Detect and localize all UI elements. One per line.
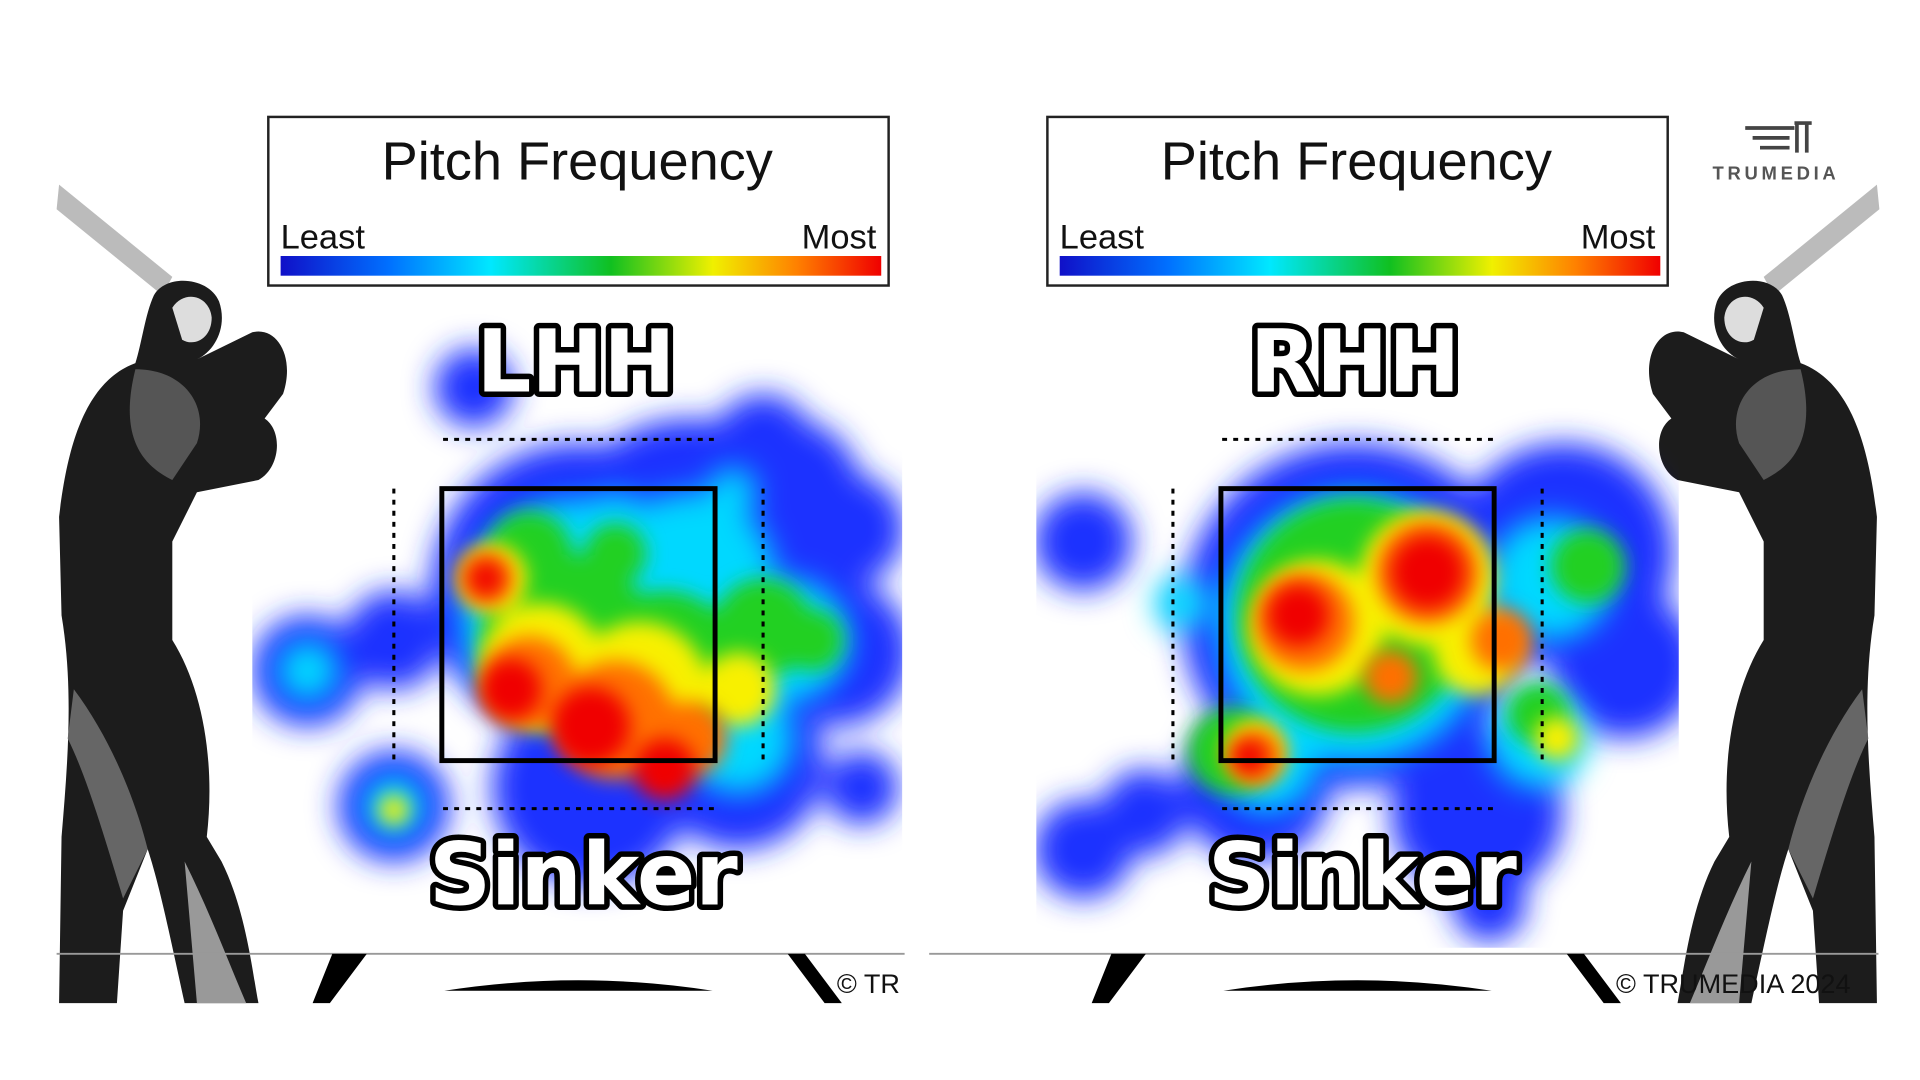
heat-blob <box>701 652 776 727</box>
heat-blob <box>1232 739 1267 775</box>
strike-zone <box>1218 486 1497 764</box>
heat-blob <box>1036 492 1133 591</box>
heat-blob <box>551 686 631 766</box>
heat-blob <box>824 750 899 825</box>
heatmap-right <box>1036 443 1679 942</box>
heat-blob <box>633 738 696 800</box>
batter-hand: RHH <box>1250 312 1461 412</box>
heatmap-left <box>252 348 903 887</box>
heat-blob <box>793 473 903 585</box>
heat-blob <box>434 348 514 428</box>
heat-blob <box>480 658 542 720</box>
heat-blob <box>276 640 339 702</box>
legend-least: Least <box>1060 219 1145 257</box>
heat-blob <box>1390 535 1465 610</box>
copyright: © TRUMEDIA 2024 <box>1616 968 1851 999</box>
heat-blob <box>713 393 813 493</box>
home-plate <box>1223 980 1492 991</box>
logo-mark <box>1745 121 1812 153</box>
heat-blob <box>584 523 647 585</box>
legend-title: Pitch Frequency <box>1161 132 1552 192</box>
heat-blob <box>1363 649 1418 704</box>
strike-zone <box>439 486 718 764</box>
color-bar <box>1059 256 1661 276</box>
heat-blob <box>379 795 409 825</box>
heat-blob <box>781 609 844 671</box>
heat-blob <box>1267 584 1330 647</box>
heat-blob <box>344 590 444 690</box>
logo-text: TRUMEDIA <box>1713 163 1840 184</box>
heat-blob <box>1101 769 1188 856</box>
home-plate <box>444 980 713 991</box>
legend-most: Most <box>1581 219 1656 257</box>
heat-blob <box>1534 716 1580 761</box>
legend-title: Pitch Frequency <box>382 132 773 192</box>
legend-most: Most <box>802 219 877 257</box>
copyright: © TR <box>837 968 900 999</box>
batter-hand: LHH <box>476 312 675 412</box>
legend-least: Least <box>281 219 366 257</box>
heat-blob <box>468 561 504 596</box>
pitch-type: Sinker <box>1208 826 1517 926</box>
heat-layer <box>468 561 696 800</box>
pitch-type: Sinker <box>429 826 738 926</box>
batter-silhouette <box>56 184 287 1004</box>
batter-box <box>1091 953 1621 1004</box>
color-bar <box>280 256 882 276</box>
heat-blob <box>1470 609 1533 671</box>
heat-blob <box>707 467 757 517</box>
heat-blob <box>1452 867 1527 942</box>
heat-layer <box>1232 535 1465 775</box>
heat-blob <box>1550 529 1625 604</box>
batter-box <box>312 953 842 1004</box>
heat-blob <box>1154 576 1209 631</box>
